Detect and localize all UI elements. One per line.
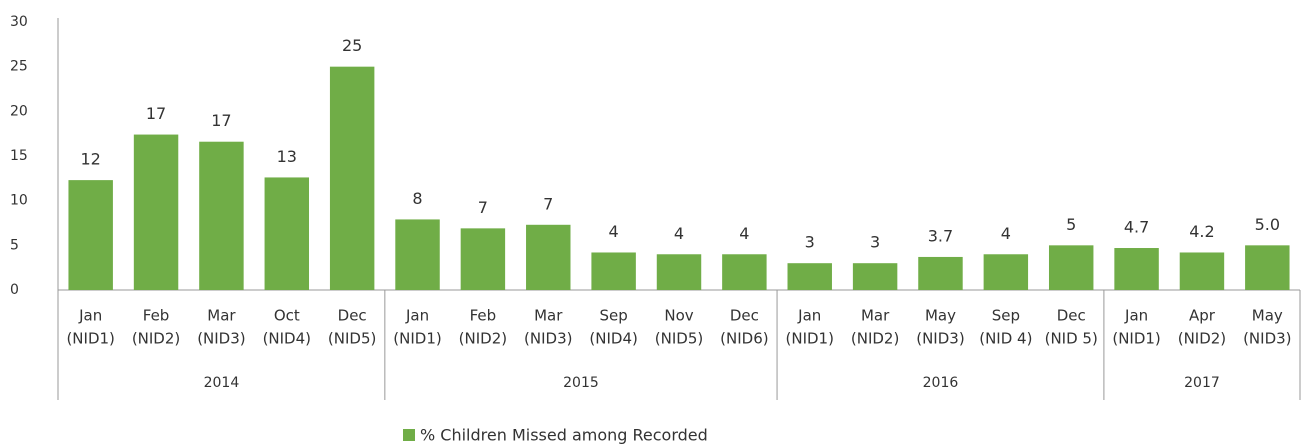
x-tick-label: (NID6) bbox=[720, 330, 768, 348]
x-tick-label: (NID3) bbox=[197, 330, 245, 348]
x-tick-label: Dec bbox=[730, 307, 759, 325]
legend-label: % Children Missed among Recorded bbox=[420, 426, 708, 445]
x-tick-label: Jan bbox=[405, 307, 429, 325]
x-tick-label: (NID2) bbox=[459, 330, 507, 348]
y-tick-label: 30 bbox=[10, 14, 28, 30]
data-label: 17 bbox=[146, 104, 166, 123]
data-label: 13 bbox=[277, 147, 297, 166]
bar bbox=[1245, 245, 1290, 290]
data-label: 7 bbox=[478, 198, 488, 217]
y-tick-label: 15 bbox=[10, 148, 28, 164]
x-tick-label: (NID4) bbox=[589, 330, 637, 348]
x-tick-label: Mar bbox=[534, 307, 563, 325]
x-tick-label: (NID 4) bbox=[979, 330, 1032, 348]
group-label: 2017 bbox=[1184, 375, 1220, 391]
x-tick-label: Jan bbox=[797, 307, 821, 325]
x-tick-label: (NID2) bbox=[851, 330, 899, 348]
x-tick-label: Mar bbox=[861, 307, 890, 325]
bar bbox=[460, 228, 506, 290]
bar bbox=[1114, 248, 1159, 290]
x-tick-label: (NID1) bbox=[786, 330, 834, 348]
x-tick-label: May bbox=[1252, 307, 1283, 325]
x-tick-label: Feb bbox=[470, 307, 497, 325]
x-tick-label: (NID5) bbox=[655, 330, 703, 348]
x-tick-label: Jan bbox=[1124, 307, 1148, 325]
data-label: 17 bbox=[211, 111, 231, 130]
data-label: 3 bbox=[870, 233, 880, 252]
x-tick-label: Jan bbox=[78, 307, 102, 325]
bar bbox=[68, 180, 113, 290]
x-tick-label: (NID4) bbox=[263, 330, 311, 348]
y-tick-label: 10 bbox=[10, 193, 28, 209]
x-tick-label: Apr bbox=[1189, 307, 1216, 325]
x-tick-label: May bbox=[925, 307, 956, 325]
data-label: 8 bbox=[412, 189, 422, 208]
y-tick-label: 20 bbox=[10, 103, 28, 119]
x-tick-label: Oct bbox=[274, 307, 300, 325]
data-label: 5.0 bbox=[1255, 215, 1280, 234]
bar bbox=[395, 219, 440, 290]
bar bbox=[722, 254, 767, 290]
x-tick-label: (NID5) bbox=[328, 330, 376, 348]
bar bbox=[1179, 252, 1225, 290]
y-tick-label: 0 bbox=[10, 282, 19, 298]
data-label: 4 bbox=[674, 224, 684, 243]
data-label: 5 bbox=[1066, 215, 1076, 234]
x-tick-label: Dec bbox=[1057, 307, 1086, 325]
bar bbox=[852, 263, 898, 290]
x-tick-label: Feb bbox=[143, 307, 170, 325]
x-tick-label: (NID1) bbox=[1112, 330, 1160, 348]
x-tick-label: Mar bbox=[207, 307, 236, 325]
group-label: 2015 bbox=[563, 375, 599, 391]
data-label: 4 bbox=[609, 222, 619, 241]
x-tick-label: (NID3) bbox=[916, 330, 964, 348]
y-tick-label: 5 bbox=[10, 237, 19, 253]
bar bbox=[1048, 245, 1094, 290]
x-tick-label: Sep bbox=[992, 307, 1020, 325]
data-label: 3.7 bbox=[928, 226, 953, 245]
x-tick-label: (NID1) bbox=[393, 330, 441, 348]
bar bbox=[983, 254, 1029, 290]
y-tick-label: 25 bbox=[10, 59, 28, 75]
bar bbox=[133, 134, 179, 290]
bar bbox=[591, 252, 636, 290]
x-tick-label: (NID3) bbox=[1243, 330, 1291, 348]
data-label: 4.2 bbox=[1189, 222, 1214, 241]
data-label: 4.7 bbox=[1124, 218, 1149, 237]
x-tick-label: Dec bbox=[338, 307, 367, 325]
group-label: 2016 bbox=[923, 375, 959, 391]
data-label: 25 bbox=[342, 36, 362, 55]
data-label: 4 bbox=[739, 224, 749, 243]
data-label: 12 bbox=[81, 150, 101, 169]
x-tick-label: (NID2) bbox=[132, 330, 180, 348]
x-tick-label: (NID3) bbox=[524, 330, 572, 348]
group-label: 2014 bbox=[204, 375, 240, 391]
bar bbox=[199, 141, 244, 290]
x-tick-label: Sep bbox=[599, 307, 627, 325]
bar bbox=[329, 66, 375, 291]
legend-swatch bbox=[403, 429, 415, 441]
data-label: 3 bbox=[805, 233, 815, 252]
data-label: 4 bbox=[1001, 224, 1011, 243]
x-tick-label: (NID1) bbox=[66, 330, 114, 348]
bar bbox=[526, 224, 571, 290]
bar bbox=[918, 256, 963, 290]
data-label: 7 bbox=[543, 194, 553, 213]
bar bbox=[656, 254, 702, 290]
bar bbox=[787, 263, 832, 290]
x-tick-label: (NID 5) bbox=[1045, 330, 1098, 348]
x-tick-label: (NID2) bbox=[1178, 330, 1226, 348]
bar bbox=[264, 177, 310, 290]
x-tick-label: Nov bbox=[664, 307, 693, 325]
